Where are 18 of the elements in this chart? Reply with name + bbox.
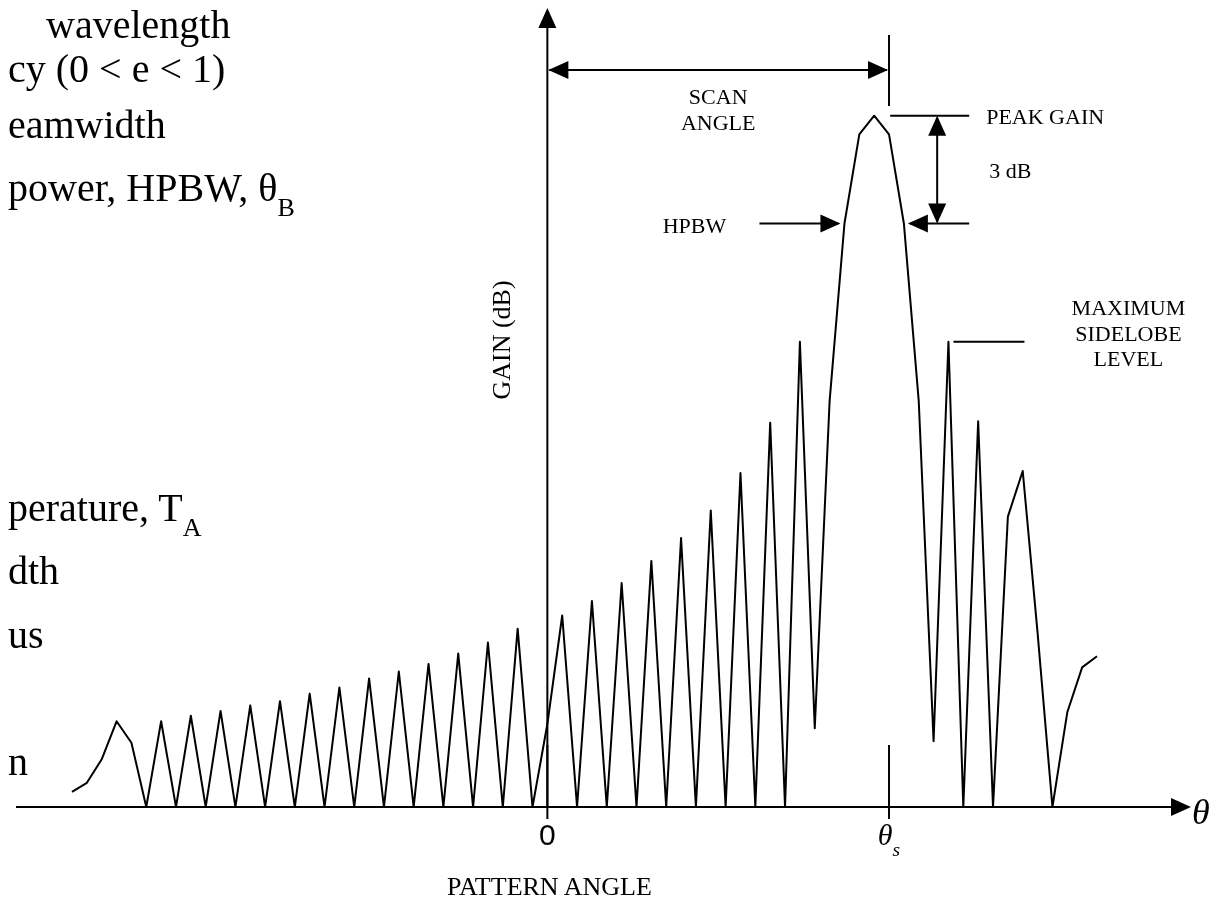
annotation: perature, T$_{A}$ [8, 485, 202, 542]
annotation: HPBW [662, 212, 727, 238]
text: wavelength [46, 2, 231, 47]
x-axis-title: PATTERN ANGLE [446, 872, 652, 898]
text: θ [1192, 792, 1210, 832]
x-tick-label: 0 [539, 818, 556, 851]
annotation: power, HPBW, θ$_{B}$ [8, 165, 295, 222]
annotation: PEAK GAIN [986, 103, 1105, 129]
text: dth [8, 548, 60, 593]
annotation: SCAN ANGLE [680, 84, 756, 135]
text: n [8, 739, 28, 784]
y-axis-title: GAIN (dB) [487, 280, 517, 400]
annotation: eamwidth [8, 102, 166, 147]
x-tick-label: θ$_{s}$ [877, 818, 901, 860]
text: us [8, 612, 44, 657]
annotation: 3 dB [989, 157, 1032, 183]
text: cy (0 < e < 1) [8, 46, 226, 91]
annotation: MAXIMUM SIDELOBE LEVEL [1071, 294, 1186, 371]
